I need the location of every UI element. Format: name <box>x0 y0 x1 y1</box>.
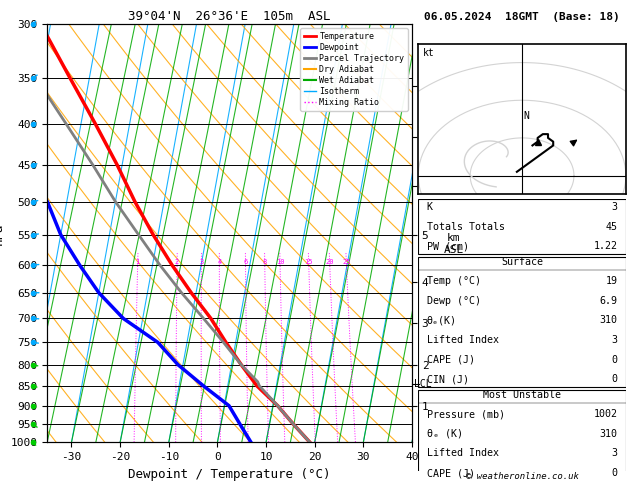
Text: CIN (J): CIN (J) <box>426 374 469 384</box>
Text: 19: 19 <box>606 276 618 286</box>
X-axis label: Dewpoint / Temperature (°C): Dewpoint / Temperature (°C) <box>128 468 331 481</box>
Text: 6: 6 <box>243 259 248 265</box>
Text: 25: 25 <box>342 259 351 265</box>
Text: Surface: Surface <box>501 257 543 267</box>
Text: θₑ(K): θₑ(K) <box>426 315 457 326</box>
Text: 10: 10 <box>276 259 284 265</box>
Bar <box>418 390 626 486</box>
Bar <box>418 199 626 254</box>
Text: kt: kt <box>423 48 434 58</box>
Text: 310: 310 <box>599 315 618 326</box>
Text: 3: 3 <box>611 335 618 345</box>
Text: 8: 8 <box>263 259 267 265</box>
Text: 06.05.2024  18GMT  (Base: 18): 06.05.2024 18GMT (Base: 18) <box>424 12 620 22</box>
Text: 4: 4 <box>217 259 221 265</box>
Text: PW (cm): PW (cm) <box>426 241 469 251</box>
Title: 39°04'N  26°36'E  105m  ASL: 39°04'N 26°36'E 105m ASL <box>128 10 331 23</box>
Text: 3: 3 <box>199 259 204 265</box>
Text: K: K <box>426 202 433 212</box>
Text: 20: 20 <box>326 259 334 265</box>
Text: Lifted Index: Lifted Index <box>426 335 499 345</box>
Text: θₑ (K): θₑ (K) <box>426 429 462 439</box>
Text: Temp (°C): Temp (°C) <box>426 276 481 286</box>
Text: 1002: 1002 <box>594 409 618 419</box>
Text: 0: 0 <box>611 355 618 364</box>
Text: 0: 0 <box>611 374 618 384</box>
Text: 3: 3 <box>611 202 618 212</box>
Text: Totals Totals: Totals Totals <box>426 222 504 231</box>
Text: 1.22: 1.22 <box>594 241 618 251</box>
Text: 6.9: 6.9 <box>599 296 618 306</box>
Text: 3: 3 <box>611 449 618 458</box>
Text: 0: 0 <box>611 468 618 478</box>
Text: Dewp (°C): Dewp (°C) <box>426 296 481 306</box>
Text: CAPE (J): CAPE (J) <box>426 355 475 364</box>
Text: LCL: LCL <box>414 379 431 389</box>
Text: N: N <box>523 111 529 121</box>
Legend: Temperature, Dewpoint, Parcel Trajectory, Dry Adiabat, Wet Adiabat, Isotherm, Mi: Temperature, Dewpoint, Parcel Trajectory… <box>300 29 408 111</box>
Bar <box>418 257 626 387</box>
Text: 1: 1 <box>135 259 140 265</box>
Text: Pressure (mb): Pressure (mb) <box>426 409 504 419</box>
Text: 45: 45 <box>606 222 618 231</box>
Text: © weatheronline.co.uk: © weatheronline.co.uk <box>465 472 579 481</box>
Y-axis label: hPa: hPa <box>0 222 5 244</box>
Text: Lifted Index: Lifted Index <box>426 449 499 458</box>
Text: CAPE (J): CAPE (J) <box>426 468 475 478</box>
Text: 310: 310 <box>599 429 618 439</box>
Text: 15: 15 <box>304 259 313 265</box>
Text: 2: 2 <box>175 259 179 265</box>
Text: Most Unstable: Most Unstable <box>483 390 561 399</box>
Y-axis label: km
ASL: km ASL <box>443 233 464 255</box>
